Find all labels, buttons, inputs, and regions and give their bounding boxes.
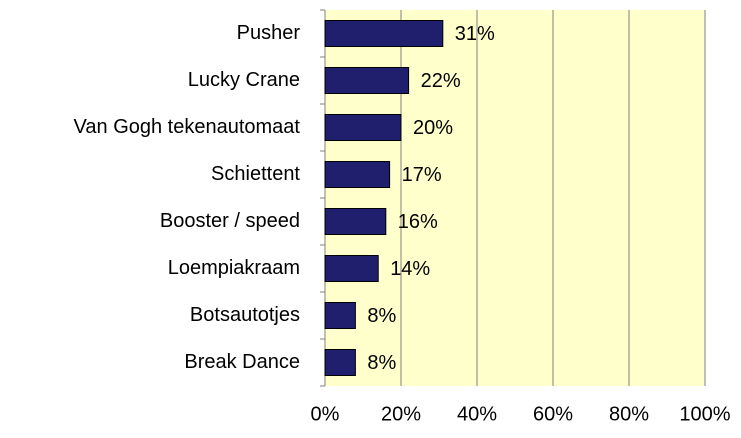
bar xyxy=(324,161,391,188)
value-label: 20% xyxy=(413,117,453,139)
bar xyxy=(324,255,379,282)
y-tick-label: Pusher xyxy=(237,22,301,44)
value-label: 14% xyxy=(390,258,430,280)
bar xyxy=(324,20,444,47)
plot-area xyxy=(325,10,705,386)
value-label: 8% xyxy=(367,305,396,327)
y-tick-label: Lucky Crane xyxy=(188,69,300,91)
value-label: 31% xyxy=(455,23,495,45)
bar xyxy=(324,302,356,329)
bar xyxy=(324,349,356,376)
y-tick-label: Booster / speed xyxy=(160,210,300,232)
x-tick-label: 60% xyxy=(533,403,573,425)
x-tick-label: 100% xyxy=(679,403,730,425)
y-tick-label: Break Dance xyxy=(184,351,300,373)
bar xyxy=(324,67,410,94)
value-label: 17% xyxy=(402,164,442,186)
y-tick-label: Van Gogh tekenautomaat xyxy=(74,116,301,138)
value-label: 16% xyxy=(398,211,438,233)
x-tick-label: 0% xyxy=(311,403,340,425)
x-tick-label: 20% xyxy=(381,403,421,425)
x-tick-label: 80% xyxy=(609,403,649,425)
x-tick-label: 40% xyxy=(457,403,497,425)
bar xyxy=(324,114,402,141)
y-tick-label: Loempiakraam xyxy=(168,257,300,279)
bar xyxy=(324,208,387,235)
y-tick-label: Schiettent xyxy=(211,163,300,185)
y-tick-label: Botsautotjes xyxy=(190,304,300,326)
value-label: 22% xyxy=(421,70,461,92)
value-label: 8% xyxy=(367,352,396,374)
